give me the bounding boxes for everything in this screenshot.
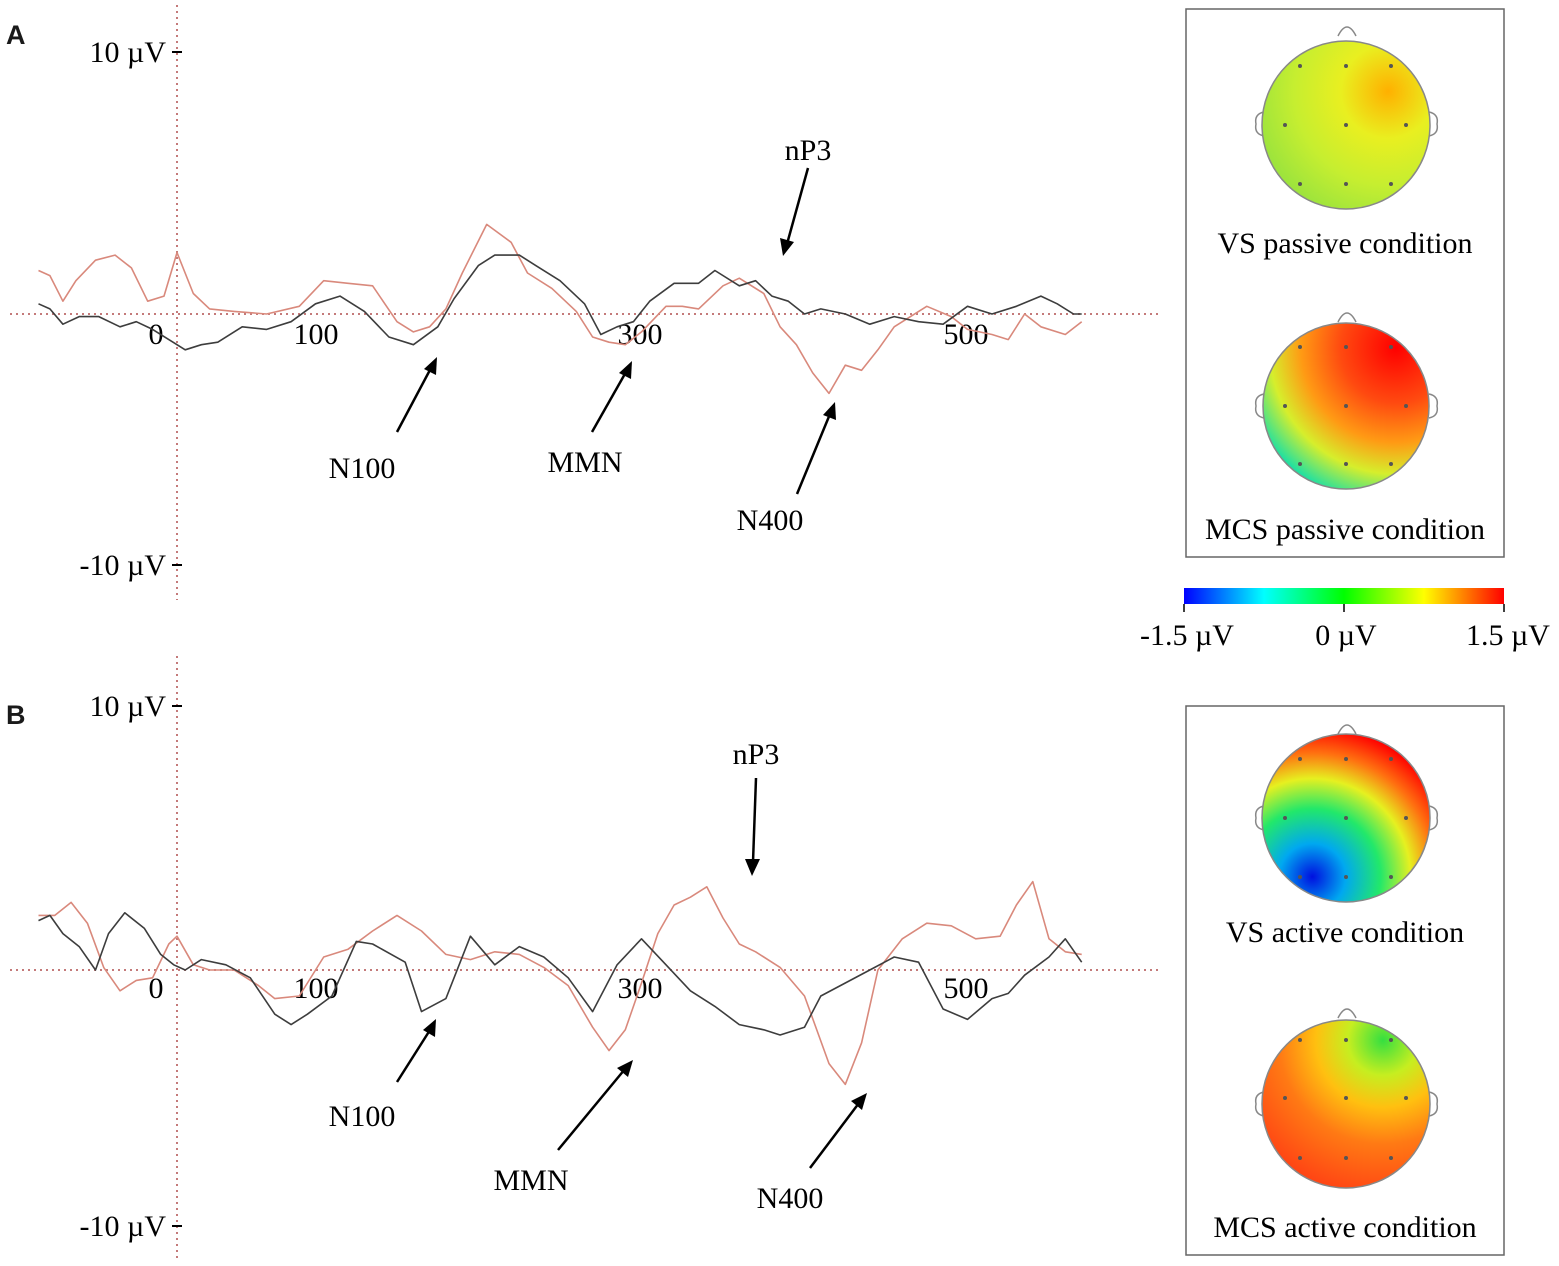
annotation-np3-arrow (751, 777, 758, 863)
panel-a-ytick-label: -10 µV (80, 549, 167, 582)
panel-b-plot-area (38, 880, 1083, 1086)
erp-waveform-black (38, 254, 1082, 351)
arrow-head (851, 1093, 867, 1110)
arrow-head (423, 1019, 436, 1037)
panel-b-xtick-label: 0 (149, 972, 164, 1005)
colorbar-gradient (1184, 588, 1504, 604)
panel-a-label: A (6, 20, 26, 50)
erp-waveform-red (38, 223, 1083, 395)
panel-a-plot-area (38, 223, 1083, 395)
colorbar: -1.5 µV 0 µV 1.5 µV (1140, 588, 1550, 652)
annotation-np3: nP3 (785, 134, 832, 167)
arrow-head (780, 238, 794, 256)
electrode-markers (1283, 345, 1408, 466)
topomap-label: MCS passive condition (1205, 513, 1485, 546)
topomap-mcs-passive: MCS passive condition (1205, 312, 1485, 546)
annotation-np3: nP3 (733, 738, 780, 771)
panel-b-xtick-label: 100 (294, 972, 339, 1005)
panel-a: A 10 µV -10 µV 0 100 300 500 nP3 N100 MM… (6, 5, 1158, 600)
panel-a-annotations: nP3 N100 MMN N400 (329, 134, 836, 537)
panel-a-xtick-label: 500 (944, 318, 989, 351)
head-nose (1337, 312, 1357, 323)
topomap-label: MCS active condition (1213, 1211, 1476, 1244)
topomap-box-passive: VS passive condition MCS passive conditi… (1185, 8, 1505, 558)
erp-waveform-black (38, 911, 1083, 1036)
head-nose (1337, 26, 1357, 37)
head-nose (1337, 724, 1357, 735)
panel-a-xtick-label: 100 (294, 318, 339, 351)
panel-a-axes: 10 µV -10 µV 0 100 300 500 (10, 5, 1158, 600)
head-left-ear (1254, 393, 1265, 419)
head-right-ear (1428, 805, 1439, 831)
annotation-n400: N400 (757, 1182, 824, 1215)
topomap-mcs-active: MCS active condition (1213, 1008, 1477, 1244)
annotation-n400: N400 (737, 504, 804, 537)
panel-b-xtick-label: 500 (944, 972, 989, 1005)
head-right-ear (1428, 111, 1439, 137)
topomap-vs-passive: VS passive condition (1218, 26, 1473, 260)
panel-a-xtick-label: 300 (618, 318, 663, 351)
panel-b-ytick-label: 10 µV (90, 690, 167, 723)
panel-b-label: B (6, 700, 26, 730)
annotation-n100-arrow (395, 367, 433, 433)
arrow-head (424, 357, 437, 375)
annotation-mmn: MMN (493, 1164, 568, 1197)
arrow-head (619, 361, 632, 379)
panel-a-ytick-label: 10 µV (90, 36, 167, 69)
annotation-n400-arrow (809, 1102, 860, 1169)
annotation-n400-arrow (795, 413, 832, 495)
panel-b-annotations: nP3 N100 MMN N400 (329, 738, 867, 1215)
electrode-markers (1283, 757, 1408, 879)
head-nose (1337, 1008, 1357, 1019)
panel-a-xtick-label: 0 (149, 318, 164, 351)
colorbar-label-mid: 0 µV (1315, 619, 1377, 652)
panel-b-axes: 10 µV -10 µV 0 100 300 500 (10, 656, 1158, 1262)
topomap-box-active: VS active condition MCS active condition (1185, 705, 1505, 1256)
panel-b: B 10 µV -10 µV 0 100 300 500 nP3 N100 MM… (6, 656, 1158, 1262)
topomap-label: VS passive condition (1218, 227, 1473, 260)
topomap-label: VS active condition (1226, 916, 1464, 949)
colorbar-label-min: -1.5 µV (1140, 619, 1234, 652)
electrode-markers (1283, 1038, 1408, 1160)
annotation-n100-arrow (395, 1029, 432, 1083)
arrow-head (617, 1060, 633, 1077)
colorbar-label-max: 1.5 µV (1466, 619, 1550, 652)
annotation-mmn-arrow (590, 371, 628, 433)
panel-b-ytick-label: -10 µV (80, 1210, 167, 1243)
erp-waveform-red (38, 880, 1082, 1086)
annotation-n100: N100 (329, 452, 396, 485)
arrow-head (823, 402, 836, 420)
head-right-ear (1428, 1091, 1439, 1117)
electrode-markers (1283, 64, 1408, 186)
topomap-vs-active: VS active condition (1226, 724, 1464, 949)
annotation-np3-arrow (785, 167, 810, 245)
head-right-ear (1428, 393, 1439, 419)
scalp-map (1261, 1019, 1431, 1189)
annotation-n100: N100 (329, 1100, 396, 1133)
arrow-head (745, 859, 760, 876)
annotation-mmn: MMN (547, 446, 622, 479)
annotation-mmn-arrow (557, 1068, 626, 1151)
